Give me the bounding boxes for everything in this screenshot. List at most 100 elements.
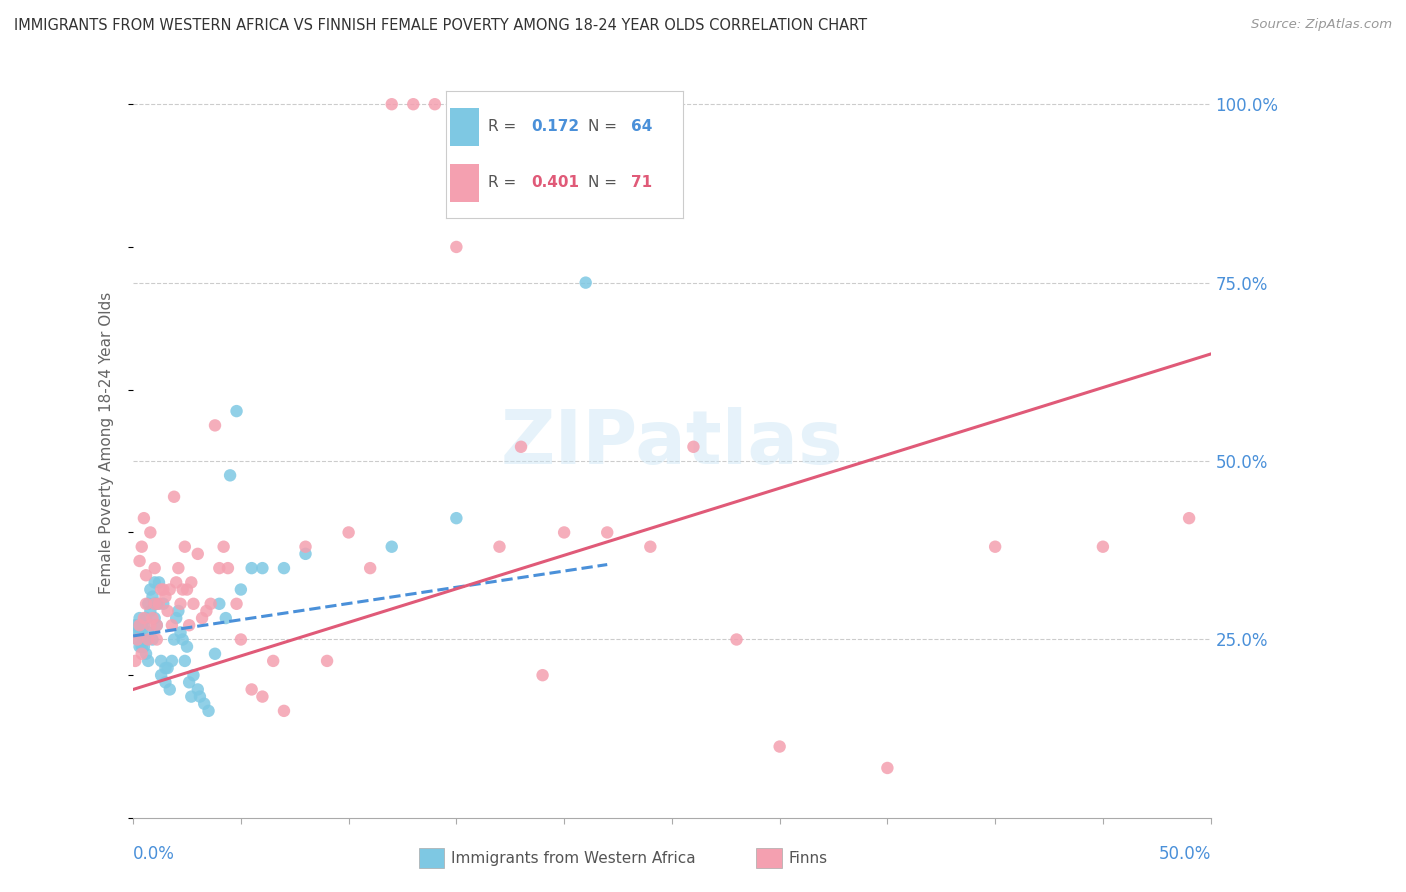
- Point: [262, 654, 284, 668]
- Point: [273, 561, 295, 575]
- Point: [128, 640, 150, 654]
- Text: Finns: Finns: [789, 851, 828, 865]
- Point: [136, 632, 159, 647]
- Point: [136, 597, 159, 611]
- Point: [143, 597, 166, 611]
- Point: [159, 582, 181, 597]
- Point: [219, 468, 242, 483]
- Point: [173, 654, 195, 668]
- Point: [197, 704, 219, 718]
- Point: [179, 618, 201, 632]
- Point: [165, 611, 187, 625]
- Point: [155, 590, 177, 604]
- Point: [195, 604, 218, 618]
- Point: [229, 582, 252, 597]
- Point: [167, 604, 190, 618]
- Point: [127, 632, 149, 647]
- Point: [359, 561, 381, 575]
- Point: [150, 582, 173, 597]
- Point: [225, 404, 247, 418]
- Point: [152, 597, 174, 611]
- Point: [143, 597, 166, 611]
- Point: [169, 597, 191, 611]
- Point: [381, 540, 404, 554]
- Point: [172, 582, 194, 597]
- Point: [193, 697, 215, 711]
- Point: [127, 632, 149, 647]
- Point: [148, 597, 170, 611]
- Point: [240, 682, 263, 697]
- Point: [124, 618, 146, 632]
- Point: [127, 625, 149, 640]
- Point: [139, 582, 162, 597]
- Point: [146, 632, 169, 647]
- Point: [160, 618, 183, 632]
- Point: [139, 604, 162, 618]
- Point: [176, 582, 198, 597]
- Point: [229, 632, 252, 647]
- Point: [163, 490, 186, 504]
- Point: [294, 540, 316, 554]
- Point: [294, 547, 316, 561]
- Point: [143, 561, 166, 575]
- Point: [139, 618, 162, 632]
- Point: [183, 597, 205, 611]
- Point: [131, 647, 153, 661]
- Text: 50.0%: 50.0%: [1159, 845, 1211, 863]
- Point: [131, 540, 153, 554]
- Point: [128, 611, 150, 625]
- Point: [143, 575, 166, 590]
- Point: [148, 575, 170, 590]
- Point: [682, 440, 704, 454]
- Point: [1178, 511, 1201, 525]
- Point: [167, 561, 190, 575]
- Point: [132, 640, 155, 654]
- Text: Source: ZipAtlas.com: Source: ZipAtlas.com: [1251, 18, 1392, 31]
- Point: [165, 575, 187, 590]
- Point: [531, 668, 554, 682]
- Point: [160, 654, 183, 668]
- Point: [488, 540, 510, 554]
- Point: [131, 640, 153, 654]
- Point: [173, 540, 195, 554]
- Point: [553, 525, 575, 540]
- Point: [136, 654, 159, 668]
- Point: [984, 540, 1007, 554]
- Point: [225, 597, 247, 611]
- Point: [143, 611, 166, 625]
- Point: [156, 661, 179, 675]
- Text: 0.0%: 0.0%: [134, 845, 174, 863]
- Point: [135, 632, 157, 647]
- Point: [141, 590, 163, 604]
- Point: [252, 561, 274, 575]
- Point: [146, 618, 169, 632]
- Point: [215, 611, 238, 625]
- Point: [1091, 540, 1114, 554]
- Point: [204, 418, 226, 433]
- Point: [446, 511, 468, 525]
- Point: [876, 761, 898, 775]
- Point: [150, 654, 173, 668]
- Point: [128, 554, 150, 568]
- Point: [155, 661, 177, 675]
- Point: [252, 690, 274, 704]
- Point: [135, 647, 157, 661]
- Point: [132, 632, 155, 647]
- Point: [132, 618, 155, 632]
- Point: [132, 611, 155, 625]
- Point: [159, 682, 181, 697]
- Point: [273, 704, 295, 718]
- Point: [131, 618, 153, 632]
- Point: [180, 690, 202, 704]
- Point: [510, 440, 533, 454]
- Text: Immigrants from Western Africa: Immigrants from Western Africa: [451, 851, 696, 865]
- Point: [180, 575, 202, 590]
- Point: [188, 690, 211, 704]
- Point: [200, 597, 222, 611]
- Point: [187, 682, 209, 697]
- Point: [187, 547, 209, 561]
- Point: [146, 618, 169, 632]
- Point: [155, 675, 177, 690]
- Point: [337, 525, 360, 540]
- Point: [381, 97, 404, 112]
